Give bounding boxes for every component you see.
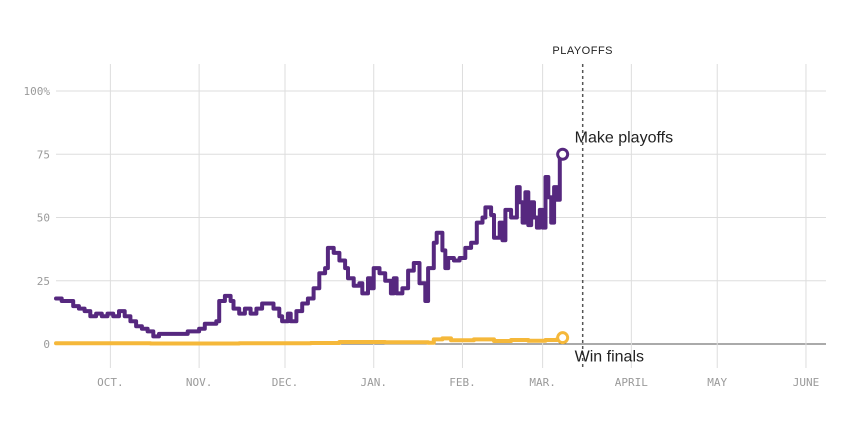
series-labels: Win finals Make playoffs: [575, 129, 673, 365]
y-tick-label: 25: [37, 275, 50, 288]
y-axis-ticks: 100% 75 50 25 0: [24, 85, 51, 351]
win-finals-endpoint: [556, 331, 570, 345]
win-finals-label: Win finals: [575, 349, 644, 366]
win-finals-line: [54, 335, 565, 346]
x-tick-label: JUNE: [793, 376, 820, 389]
x-tick-label: FEB.: [449, 376, 476, 389]
y-tick-label: 75: [37, 148, 50, 161]
playoffs-marker-label: PLAYOFFS: [552, 45, 613, 57]
x-axis-ticks: OCT. NOV. DEC. JAN. FEB. MAR. APRIL MAY JUNE: [97, 376, 819, 389]
x-tick-label: OCT.: [97, 376, 124, 389]
playoffs-annotation: PLAYOFFS: [552, 45, 613, 368]
x-tick-label: DEC.: [272, 376, 299, 389]
make-playoffs-label: Make playoffs: [575, 129, 673, 146]
make-playoffs-line: [54, 152, 565, 339]
y-tick-label: 50: [37, 212, 50, 225]
x-tick-label: APRIL: [615, 376, 648, 389]
y-tick-label: 100%: [24, 85, 51, 98]
grid: [56, 64, 826, 368]
x-tick-label: JAN.: [360, 376, 387, 389]
make-playoffs-endpoint: [556, 147, 570, 161]
series-lines: [54, 147, 570, 346]
x-tick-label: NOV.: [186, 376, 213, 389]
x-tick-label: MAR.: [529, 376, 556, 389]
y-tick-label: 0: [43, 338, 50, 351]
x-tick-label: MAY: [707, 376, 727, 389]
